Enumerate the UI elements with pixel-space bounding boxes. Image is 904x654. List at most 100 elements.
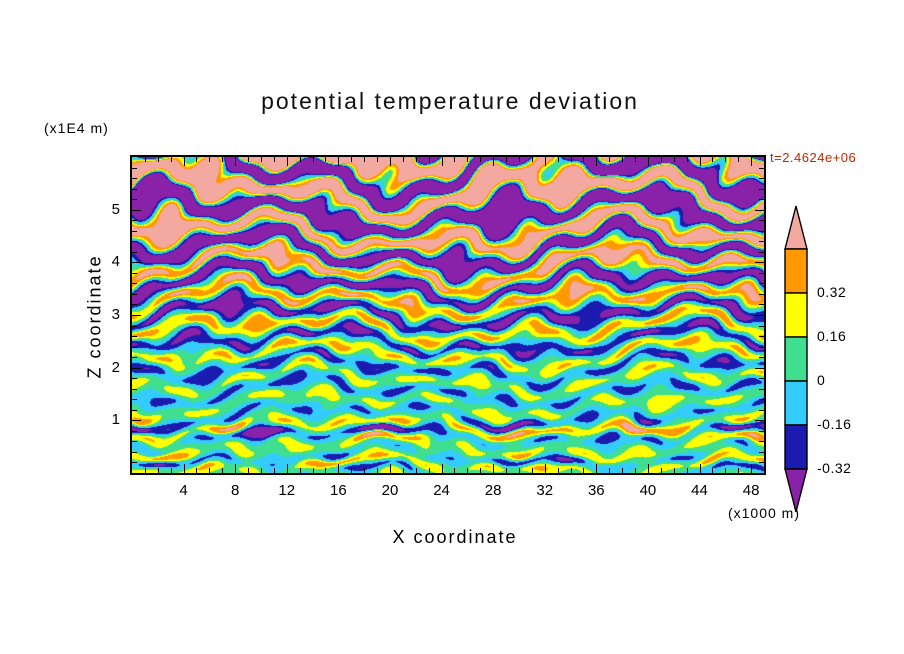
tick-mark — [377, 157, 378, 162]
tick-mark — [755, 315, 764, 316]
tick-mark — [558, 468, 559, 473]
tick-mark — [429, 468, 430, 473]
tick-mark — [759, 273, 764, 274]
tick-mark — [132, 294, 137, 295]
tick-mark — [596, 157, 597, 166]
tick-mark — [759, 220, 764, 221]
tick-mark — [759, 283, 764, 284]
tick-mark — [209, 468, 210, 473]
tick-mark — [751, 464, 752, 473]
tick-mark — [609, 468, 610, 473]
tick-mark — [751, 157, 752, 166]
tick-mark — [635, 157, 636, 162]
tick-mark — [351, 468, 352, 473]
tick-mark — [493, 464, 494, 473]
tick-mark — [712, 468, 713, 473]
tick-mark — [261, 157, 262, 162]
tick-mark — [222, 157, 223, 162]
time-label: t=2.4624e+06 — [770, 150, 857, 165]
tick-mark — [596, 464, 597, 473]
contour-field-canvas — [132, 157, 764, 473]
tick-mark — [274, 157, 275, 162]
tick-mark — [132, 210, 141, 211]
tick-mark — [583, 157, 584, 162]
tick-mark — [132, 273, 137, 274]
tick-mark — [132, 220, 137, 221]
tick-mark — [145, 468, 146, 473]
tick-mark — [132, 283, 137, 284]
tick-mark — [493, 157, 494, 166]
colorbar-label: -0.32 — [817, 460, 852, 476]
x-tick-label: 36 — [587, 482, 605, 499]
tick-mark — [467, 468, 468, 473]
tick-mark — [403, 468, 404, 473]
tick-mark — [248, 468, 249, 473]
tick-mark — [674, 157, 675, 162]
tick-mark — [532, 468, 533, 473]
tick-mark — [759, 168, 764, 169]
tick-mark — [759, 189, 764, 190]
tick-mark — [442, 157, 443, 166]
tick-mark — [755, 420, 764, 421]
y-tick-label: 2 — [111, 358, 120, 376]
tick-mark — [338, 157, 339, 166]
tick-mark — [132, 431, 137, 432]
plot-area — [130, 155, 766, 475]
tick-mark — [196, 468, 197, 473]
x-tick-label: 4 — [179, 482, 188, 499]
colorbar-band — [784, 380, 808, 426]
x-tick-label: 44 — [691, 482, 708, 499]
tick-mark — [325, 157, 326, 162]
tick-mark — [171, 468, 172, 473]
tick-mark — [222, 468, 223, 473]
tick-mark — [261, 468, 262, 473]
tick-mark — [364, 468, 365, 473]
colorbar-label: -0.16 — [817, 416, 852, 432]
tick-mark — [132, 178, 137, 179]
chart-title: potential temperature deviation — [261, 88, 639, 114]
tick-mark — [132, 452, 137, 453]
tick-mark — [519, 157, 520, 162]
tick-mark — [416, 468, 417, 473]
colorbar-label: 0.32 — [817, 284, 847, 300]
tick-mark — [648, 464, 649, 473]
tick-mark — [132, 336, 137, 337]
tick-mark — [429, 157, 430, 162]
tick-mark — [759, 452, 764, 453]
tick-mark — [622, 157, 623, 162]
tick-mark — [132, 199, 137, 200]
colorbar-under-arrow — [784, 468, 808, 513]
tick-mark — [759, 410, 764, 411]
tick-mark — [364, 157, 365, 162]
tick-mark — [506, 468, 507, 473]
tick-mark — [755, 210, 764, 211]
tick-mark — [700, 157, 701, 166]
tick-mark — [635, 468, 636, 473]
tick-mark — [755, 262, 764, 263]
tick-mark — [132, 420, 141, 421]
tick-mark — [759, 304, 764, 305]
colorbar-band — [784, 424, 808, 470]
tick-mark — [759, 441, 764, 442]
tick-mark — [648, 157, 649, 166]
tick-mark — [235, 157, 236, 166]
colorbar-over-arrow — [784, 205, 808, 250]
tick-mark — [506, 157, 507, 162]
x-tick-label: 8 — [231, 482, 240, 499]
x-axis-title: X coordinate — [392, 527, 518, 547]
tick-mark — [235, 464, 236, 473]
tick-mark — [184, 464, 185, 473]
x-tick-label: 40 — [639, 482, 657, 499]
tick-mark — [759, 294, 764, 295]
y-tick-label: 3 — [111, 306, 120, 323]
tick-mark — [145, 157, 146, 162]
tick-mark — [132, 410, 137, 411]
tick-mark — [583, 468, 584, 473]
tick-mark — [454, 468, 455, 473]
tick-mark — [759, 462, 764, 463]
x-axis-unit-label: (x1000 m) — [727, 505, 800, 521]
tick-mark — [545, 464, 546, 473]
tick-mark — [184, 157, 185, 166]
tick-mark — [274, 468, 275, 473]
